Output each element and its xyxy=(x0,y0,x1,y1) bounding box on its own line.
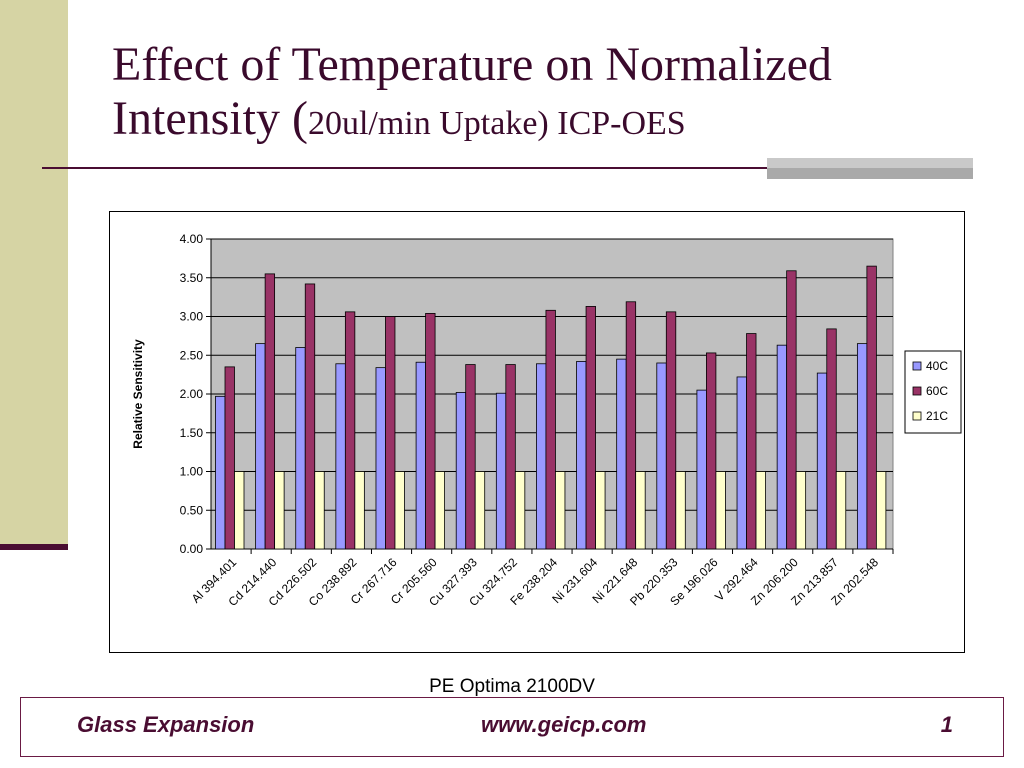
bar-40C-1 xyxy=(255,343,266,550)
bar-60C-12 xyxy=(706,352,717,550)
bar-40C-16 xyxy=(856,343,868,550)
legend-swatch-21C xyxy=(912,411,922,421)
bar-40C-14 xyxy=(776,344,788,550)
chart-frame: 0.00 0.50 1.00 1.50 2.00 2.50 3.00 3.50 4.00 Al 3… xyxy=(109,211,965,653)
y-tick-label: 1.00 xyxy=(180,465,204,479)
legend-swatch-40C xyxy=(912,361,922,371)
bar-21C-1 xyxy=(274,471,285,550)
bar-21C-6 xyxy=(474,471,486,550)
bar-21C-12 xyxy=(715,471,726,550)
bar-40C-7 xyxy=(495,392,507,550)
bar-21C-5 xyxy=(434,471,445,550)
bar-60C-1 xyxy=(264,273,276,550)
chart-caption: PE Optima 2100DV xyxy=(429,676,595,697)
footer-page-number: 1 xyxy=(940,712,953,737)
bar-21C-4 xyxy=(394,471,405,550)
bar-60C-5 xyxy=(425,313,436,550)
bar-40C-12 xyxy=(696,389,707,550)
bar-21C-15 xyxy=(835,471,847,550)
legend-label-60C: 60C xyxy=(926,384,948,398)
bar-60C-3 xyxy=(344,311,356,550)
legend-label-21C: 21C xyxy=(926,409,948,423)
footer-company: Glass Expansion xyxy=(77,712,255,737)
bar-21C-9 xyxy=(595,471,606,550)
y-axis-title: Relative Sensitivity xyxy=(131,339,145,449)
y-tick-label: 1.50 xyxy=(180,426,204,440)
rule-decor-bottom xyxy=(767,168,973,179)
bar-60C-6 xyxy=(465,364,476,550)
bar-40C-10 xyxy=(616,358,627,550)
bar-21C-14 xyxy=(795,471,807,550)
bar-21C-0 xyxy=(234,471,245,550)
bar-40C-4 xyxy=(375,367,386,550)
footer-website: www.geicp.com xyxy=(481,712,647,737)
y-tick-label: 2.00 xyxy=(180,387,204,401)
y-tick-label: 0.50 xyxy=(180,503,204,517)
bar-60C-15 xyxy=(826,328,837,550)
bar-21C-8 xyxy=(555,471,566,550)
title-line-2: Intensity ( xyxy=(112,92,308,145)
slide-title: Effect of Temperature on Normalized Inte… xyxy=(112,38,992,151)
bar-40C-5 xyxy=(415,361,426,550)
y-tick-label: 2.50 xyxy=(180,348,204,362)
y-tick-label: 3.00 xyxy=(180,310,204,324)
bar-21C-3 xyxy=(354,471,365,550)
bar-21C-2 xyxy=(314,471,325,550)
footer: Glass Expansion www.geicp.com 1 xyxy=(20,697,1004,757)
bar-60C-2 xyxy=(304,283,316,550)
legend-label-40C: 40C xyxy=(926,359,948,373)
bar-60C-0 xyxy=(224,366,235,550)
bar-60C-16 xyxy=(866,265,877,550)
bar-40C-8 xyxy=(536,363,547,550)
bar-60C-10 xyxy=(625,301,637,550)
y-tick-label: 4.00 xyxy=(180,232,204,246)
bar-21C-11 xyxy=(675,471,686,550)
bar-40C-0 xyxy=(215,395,226,550)
bar-40C-6 xyxy=(455,392,467,550)
bar-40C-9 xyxy=(576,361,587,550)
bar-40C-13 xyxy=(736,376,747,550)
bar-21C-13 xyxy=(755,471,766,550)
bar-60C-4 xyxy=(385,316,396,550)
y-tick-label: 3.50 xyxy=(180,271,204,285)
bar-40C-3 xyxy=(335,363,346,550)
bar-40C-15 xyxy=(816,372,828,550)
title-rule xyxy=(42,167,767,169)
bar-21C-7 xyxy=(514,471,526,550)
title-line-1: Effect of Temperature on Normalized xyxy=(112,38,832,91)
bar-60C-8 xyxy=(545,309,556,550)
title-line-2-sub: 20ul/min Uptake) ICP-OES xyxy=(307,105,686,142)
bar-21C-10 xyxy=(635,471,646,550)
bar-40C-2 xyxy=(295,347,306,550)
y-tick-label: 0.00 xyxy=(180,542,204,556)
bar-21C-16 xyxy=(875,471,887,550)
bar-60C-13 xyxy=(746,333,757,550)
bar-40C-11 xyxy=(656,362,667,550)
bar-60C-9 xyxy=(585,306,596,550)
bar-60C-14 xyxy=(786,270,797,550)
side-decor-bar xyxy=(0,0,68,548)
bar-60C-7 xyxy=(505,364,516,550)
side-accent-line xyxy=(0,544,68,550)
legend-swatch-60C xyxy=(912,386,922,396)
bar-60C-11 xyxy=(665,311,677,550)
rule-decor-top xyxy=(767,158,973,168)
